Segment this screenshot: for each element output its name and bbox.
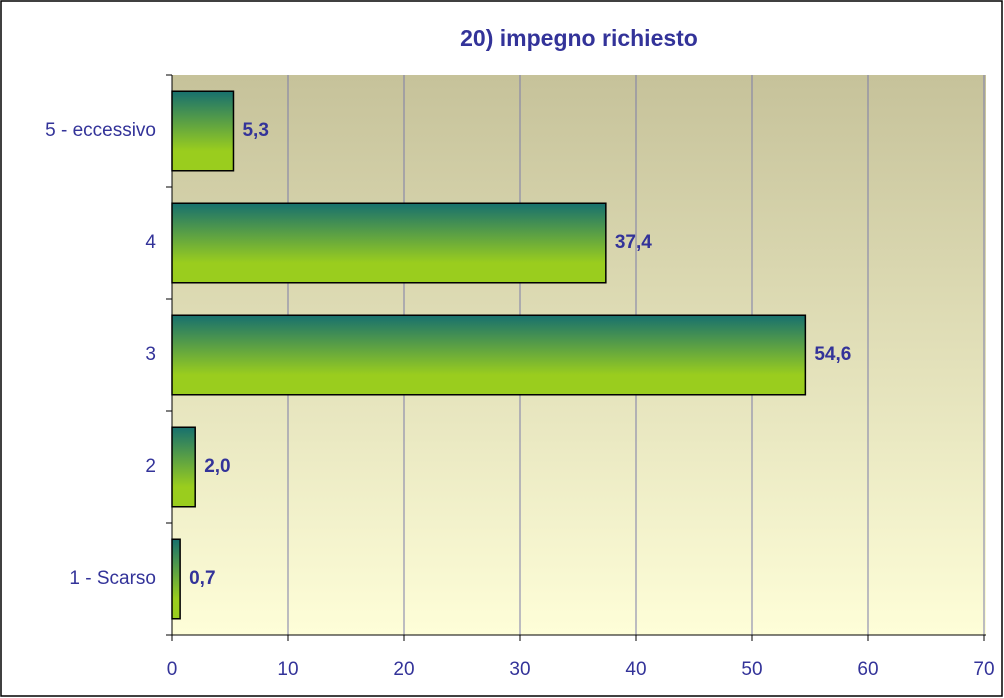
value-label: 2,0 <box>204 456 230 477</box>
bar <box>171 538 181 620</box>
x-tick-label: 10 <box>277 659 298 680</box>
bar <box>171 314 807 396</box>
y-tick-label: 1 - Scarso <box>69 568 156 589</box>
y-tick-label: 5 - eccessivo <box>45 120 156 141</box>
chart-title: 20) impegno richiesto <box>460 25 698 51</box>
bar <box>171 90 235 172</box>
bar <box>171 202 607 284</box>
x-tick-label: 50 <box>741 659 762 680</box>
bar <box>171 426 196 508</box>
value-label: 54,6 <box>814 344 851 365</box>
x-tick-label: 20 <box>393 659 414 680</box>
y-tick-label: 3 <box>145 344 156 365</box>
value-label: 37,4 <box>615 232 652 253</box>
x-tick-label: 30 <box>509 659 530 680</box>
x-tick-label: 70 <box>973 659 994 680</box>
value-label: 0,7 <box>189 568 215 589</box>
x-tick-label: 60 <box>857 659 878 680</box>
value-label: 5,3 <box>242 120 268 141</box>
x-tick-label: 40 <box>625 659 646 680</box>
x-tick-label: 0 <box>167 659 178 680</box>
y-tick-label: 2 <box>145 456 156 477</box>
y-tick-label: 4 <box>145 232 156 253</box>
